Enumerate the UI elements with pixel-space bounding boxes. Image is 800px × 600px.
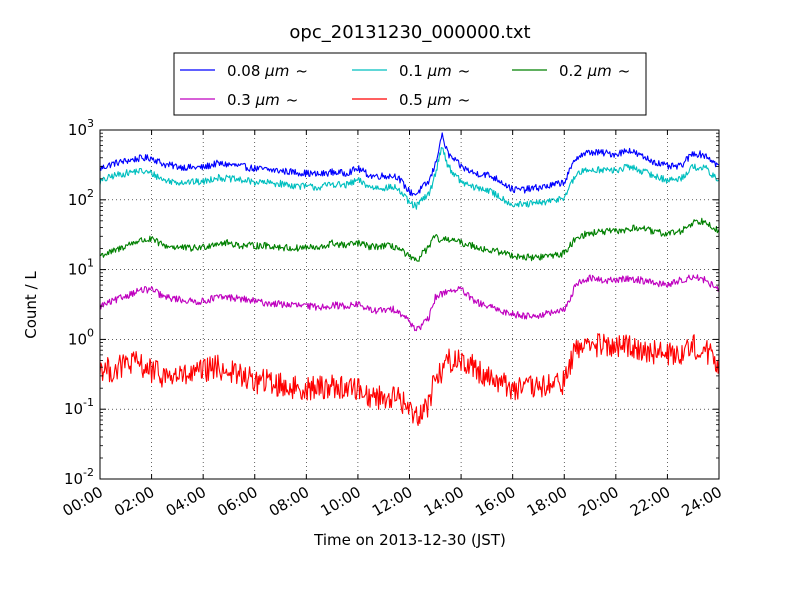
legend-size: 0.2	[559, 62, 588, 80]
legend-label: 0.5 μm ~	[399, 91, 470, 109]
legend-label: 0.1 μm ~	[399, 62, 470, 80]
legend-unit: μm	[427, 91, 452, 109]
y-tick-exponent: 0	[87, 326, 94, 339]
legend-suffix: ~	[618, 62, 631, 80]
y-tick-exponent: 2	[87, 187, 94, 200]
legend-unit: μm	[587, 62, 612, 80]
series-line-3	[99, 274, 720, 332]
series-line-1	[99, 147, 720, 210]
legend-size: 0.1	[399, 62, 428, 80]
y-tick-base: 10	[68, 330, 87, 348]
plot-area	[100, 130, 719, 479]
legend-size: 0.08	[227, 62, 265, 80]
y-tick-base: 10	[68, 191, 87, 209]
y-tick-label: 10-2	[64, 466, 94, 488]
y-tick-exponent: 3	[87, 117, 94, 130]
legend-label: 0.2 μm ~	[559, 62, 630, 80]
x-axis-label: Time on 2013-12-30 (JST)	[313, 531, 506, 549]
legend-size: 0.5	[399, 91, 428, 109]
series-line-4	[99, 333, 720, 427]
legend-suffix: ~	[295, 62, 308, 80]
axis-ticks	[99, 129, 720, 480]
series-layer	[99, 132, 720, 427]
chart-title: opc_20131230_000000.txt	[289, 22, 530, 43]
legend-unit: μm	[427, 62, 452, 80]
y-tick-label: 101	[68, 257, 94, 279]
y-tick-exponent: -2	[83, 466, 94, 479]
legend-size: 0.3	[227, 91, 256, 109]
y-axis-label: Count / L	[22, 271, 40, 339]
legend-label: 0.08 μm ~	[227, 62, 308, 80]
series-line-2	[99, 217, 720, 262]
y-tick-exponent: 1	[87, 257, 94, 270]
legend-suffix: ~	[458, 91, 471, 109]
y-tick-base: 10	[68, 261, 87, 279]
y-tick-label: 100	[68, 326, 94, 348]
legend-unit: μm	[264, 62, 289, 80]
legend-unit: μm	[255, 91, 280, 109]
legend-suffix: ~	[458, 62, 471, 80]
legend-suffix: ~	[286, 91, 299, 109]
legend-label: 0.3 μm ~	[227, 91, 298, 109]
legend-box	[173, 52, 647, 116]
y-tick-exponent: -1	[83, 396, 94, 409]
series-line-0	[99, 132, 720, 197]
y-tick-base: 10	[68, 121, 87, 139]
y-tick-label: 10-1	[64, 396, 94, 418]
y-tick-label: 103	[68, 117, 94, 139]
legend: 0.08 μm ~0.1 μm ~0.2 μm ~0.3 μm ~0.5 μm ~	[173, 52, 647, 116]
y-tick-base: 10	[64, 400, 83, 418]
y-tick-label: 102	[68, 187, 94, 209]
y-tick-base: 10	[64, 470, 83, 488]
